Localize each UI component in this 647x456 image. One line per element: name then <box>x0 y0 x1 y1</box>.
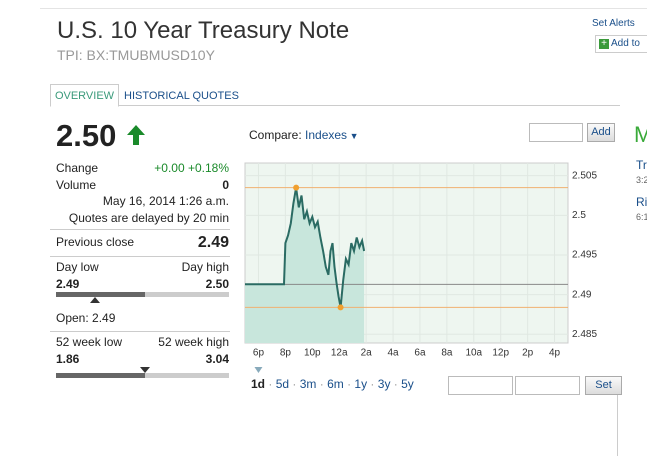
sidebar-text: 6:1 <box>636 212 647 222</box>
range-pointer <box>140 367 150 373</box>
tab-historical[interactable]: HISTORICAL QUOTES <box>124 90 239 102</box>
tab-rule <box>50 105 620 106</box>
range-bar <box>56 373 229 378</box>
x-tick-label: 12p <box>492 348 509 359</box>
range-bar <box>56 292 229 297</box>
extreme-marker <box>293 184 300 191</box>
day-low-label: Day low <box>56 260 99 274</box>
set-button[interactable]: Set <box>585 376 622 395</box>
prev-close: 2.49 <box>197 234 229 251</box>
delay-note: Quotes are delayed by 20 min <box>68 211 229 225</box>
separator: · <box>343 377 355 391</box>
quote-date: May 16, 2014 1:26 a.m. <box>102 194 229 208</box>
set-alerts[interactable]: Set Alerts <box>592 18 635 29</box>
separator: · <box>367 377 378 391</box>
volume: 0 <box>222 178 229 192</box>
day-high: 2.50 <box>205 277 229 291</box>
date-input[interactable] <box>515 376 580 395</box>
separator: · <box>390 377 402 391</box>
compare: Compare: Indexes ▼ <box>249 128 359 142</box>
separator: · <box>316 377 328 391</box>
x-tick-label: 6a <box>414 348 426 359</box>
add-to-label: Add to <box>611 38 640 49</box>
day-low: 2.49 <box>56 277 80 291</box>
range-links: 1d · 5d · 3m · 6m · 1y · 3y · 5y <box>251 377 414 391</box>
area <box>245 187 365 343</box>
rule <box>617 395 618 456</box>
price-line <box>245 187 366 308</box>
wk52-high-label: 52 week high <box>158 335 229 349</box>
separator: · <box>265 377 276 391</box>
open: Open: 2.49 <box>56 311 116 325</box>
range-link[interactable]: 5d <box>275 377 290 391</box>
price: 2.50 <box>56 118 117 153</box>
y-tick-label: 2.505 <box>572 170 597 181</box>
up-arrow <box>127 125 145 145</box>
x-tick-label: 2a <box>361 348 373 359</box>
sidebar-text[interactable]: Ri <box>636 195 647 209</box>
y-tick-label: 2.485 <box>572 329 597 340</box>
plus-icon: + <box>599 39 609 49</box>
range-link[interactable]: 1y <box>354 377 368 391</box>
day-high-label: Day high <box>181 260 229 274</box>
period-pointer <box>254 367 263 373</box>
range-link[interactable]: 6m <box>327 377 344 391</box>
x-tick-label: 6p <box>253 348 265 359</box>
y-tick-label: 2.495 <box>572 250 597 261</box>
range-pointer <box>90 297 100 303</box>
extreme-marker <box>337 304 344 311</box>
x-tick-label: 10p <box>304 348 321 359</box>
sidebar-text[interactable]: Tr <box>636 158 647 172</box>
add-button[interactable]: Add <box>587 123 615 142</box>
x-tick-label: 8a <box>441 348 453 359</box>
add-to-button[interactable]: + Add to <box>595 35 647 53</box>
compare-label: Compare: <box>249 128 302 142</box>
range-link[interactable]: 3y <box>377 377 391 391</box>
volume-label: Volume <box>56 178 97 192</box>
change-label: Change <box>56 161 99 175</box>
range-link[interactable]: 3m <box>299 377 317 391</box>
y-tick-label: 2.5 <box>572 210 586 221</box>
prev-close-label: Previous close <box>56 235 135 249</box>
tab-overview[interactable]: OVERVIEW <box>50 84 119 107</box>
separator: · <box>289 377 300 391</box>
title: U.S. 10 Year Treasury Note <box>57 17 350 44</box>
x-tick-label: 2p <box>522 348 534 359</box>
sidebar-text: M <box>634 122 647 147</box>
rule <box>50 256 230 257</box>
wk52-high: 3.04 <box>205 352 229 366</box>
symbol: TPI: BX:TMUBMUSD10Y <box>57 47 215 63</box>
compare-input[interactable] <box>529 123 583 142</box>
range-link[interactable]: 1d <box>251 377 266 391</box>
top-rule <box>40 8 647 9</box>
x-tick-label: 4a <box>387 348 399 359</box>
date-input[interactable] <box>448 376 513 395</box>
x-tick-label: 12a <box>331 348 348 359</box>
rule <box>50 331 230 332</box>
range-link[interactable]: 5y <box>401 377 414 391</box>
change: +0.00 +0.18% <box>154 161 229 175</box>
x-tick-label: 10a <box>465 348 482 359</box>
rule <box>50 229 230 230</box>
sidebar-text: 3:2 <box>636 175 647 185</box>
wk52-low-label: 52 week low <box>56 335 123 349</box>
x-tick-label: 8p <box>280 348 292 359</box>
y-tick-label: 2.49 <box>572 289 592 300</box>
wk52-low: 1.86 <box>56 352 80 366</box>
compare-link[interactable]: Indexes <box>305 128 348 142</box>
x-tick-label: 4p <box>549 348 561 359</box>
